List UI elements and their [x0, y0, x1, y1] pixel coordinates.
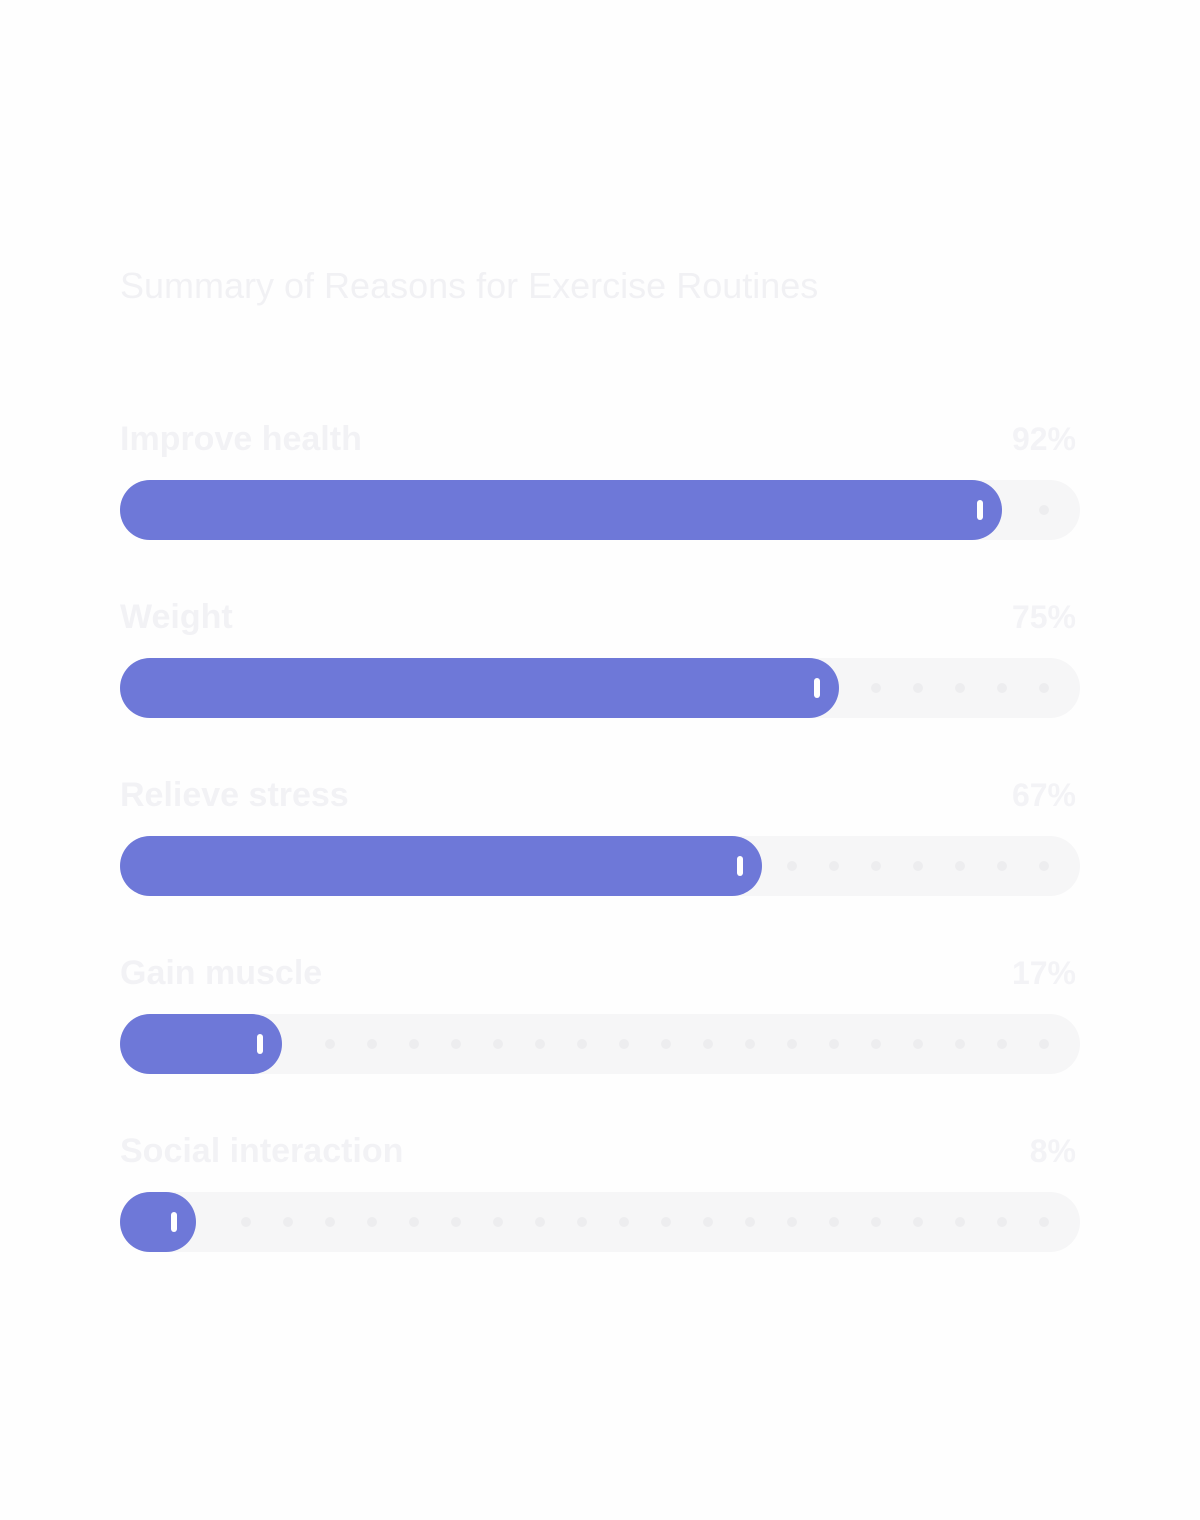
chart-title: Summary of Reasons for Exercise Routines [120, 265, 819, 306]
track-dot [829, 1217, 839, 1227]
track-dot [745, 1039, 755, 1049]
track-dot [1039, 1217, 1049, 1227]
bar-fill [120, 658, 839, 718]
bar-label: Social interaction [120, 1132, 404, 1170]
track-dot [661, 1217, 671, 1227]
track-dot [871, 1217, 881, 1227]
track-dot [493, 1217, 503, 1227]
track-dot [829, 1039, 839, 1049]
track-dot [451, 1217, 461, 1227]
track-dot [997, 683, 1007, 693]
bar-label: Improve health [120, 420, 362, 458]
track-dot [955, 1217, 965, 1227]
track-dot [1039, 505, 1049, 515]
bar-track [120, 836, 1080, 896]
bar-value-label: 67% [1011, 777, 1076, 813]
track-dot [577, 1217, 587, 1227]
bar-value-label: 92% [1011, 421, 1076, 457]
track-dot [955, 1039, 965, 1049]
bar-grip [171, 1212, 177, 1232]
bar-value-label: 17% [1011, 955, 1076, 991]
bar-grip [977, 500, 983, 520]
bar-row: Gain muscle 17% [120, 952, 1080, 1074]
bar-track [120, 1014, 1080, 1074]
bar-track [120, 1192, 1080, 1252]
track-dot [997, 1217, 1007, 1227]
bar-track [120, 658, 1080, 718]
track-dot [619, 1217, 629, 1227]
track-dot [829, 861, 839, 871]
track-dot [367, 1217, 377, 1227]
track-dot [913, 1039, 923, 1049]
bar-track [120, 480, 1080, 540]
track-dot [325, 1039, 335, 1049]
track-dot [1039, 1039, 1049, 1049]
bar-fill [120, 1014, 282, 1074]
track-dot [703, 1217, 713, 1227]
track-dot [535, 1217, 545, 1227]
track-dot [283, 1217, 293, 1227]
bar-grip [257, 1034, 263, 1054]
bar-row: Improve health 92% [120, 418, 1080, 540]
track-dot [241, 1217, 251, 1227]
track-dot [1039, 861, 1049, 871]
bar-fill [120, 480, 1002, 540]
track-dot [367, 1039, 377, 1049]
track-dot [535, 1039, 545, 1049]
track-dot [451, 1039, 461, 1049]
bar-value-label: 8% [1029, 1133, 1076, 1169]
bar-fill [120, 836, 762, 896]
track-dot [913, 683, 923, 693]
bar-row: Social interaction 8% [120, 1130, 1080, 1252]
bar-row: Weight 75% [120, 596, 1080, 718]
track-dot [871, 861, 881, 871]
bar-fill [120, 1192, 196, 1252]
track-dot [787, 1217, 797, 1227]
bar-label: Relieve stress [120, 776, 349, 814]
track-dot [997, 861, 1007, 871]
track-dot [787, 861, 797, 871]
track-dot [955, 861, 965, 871]
track-dot [325, 1217, 335, 1227]
track-dot [1039, 683, 1049, 693]
track-dot [409, 1217, 419, 1227]
bar-grip [814, 678, 820, 698]
track-dot [871, 683, 881, 693]
track-dot [661, 1039, 671, 1049]
track-dot [409, 1039, 419, 1049]
bar-value-label: 75% [1011, 599, 1076, 635]
track-dot [619, 1039, 629, 1049]
track-dot [955, 683, 965, 693]
track-dot [745, 1217, 755, 1227]
track-dot [703, 1039, 713, 1049]
bar-label: Weight [120, 598, 233, 636]
track-dot [577, 1039, 587, 1049]
track-dot [493, 1039, 503, 1049]
track-dot [997, 1039, 1007, 1049]
bar-grip [737, 856, 743, 876]
bar-label: Gain muscle [120, 954, 323, 992]
track-dot [913, 1217, 923, 1227]
track-dot [871, 1039, 881, 1049]
track-dot [913, 861, 923, 871]
track-dot [787, 1039, 797, 1049]
bar-row: Relieve stress 67% [120, 774, 1080, 896]
